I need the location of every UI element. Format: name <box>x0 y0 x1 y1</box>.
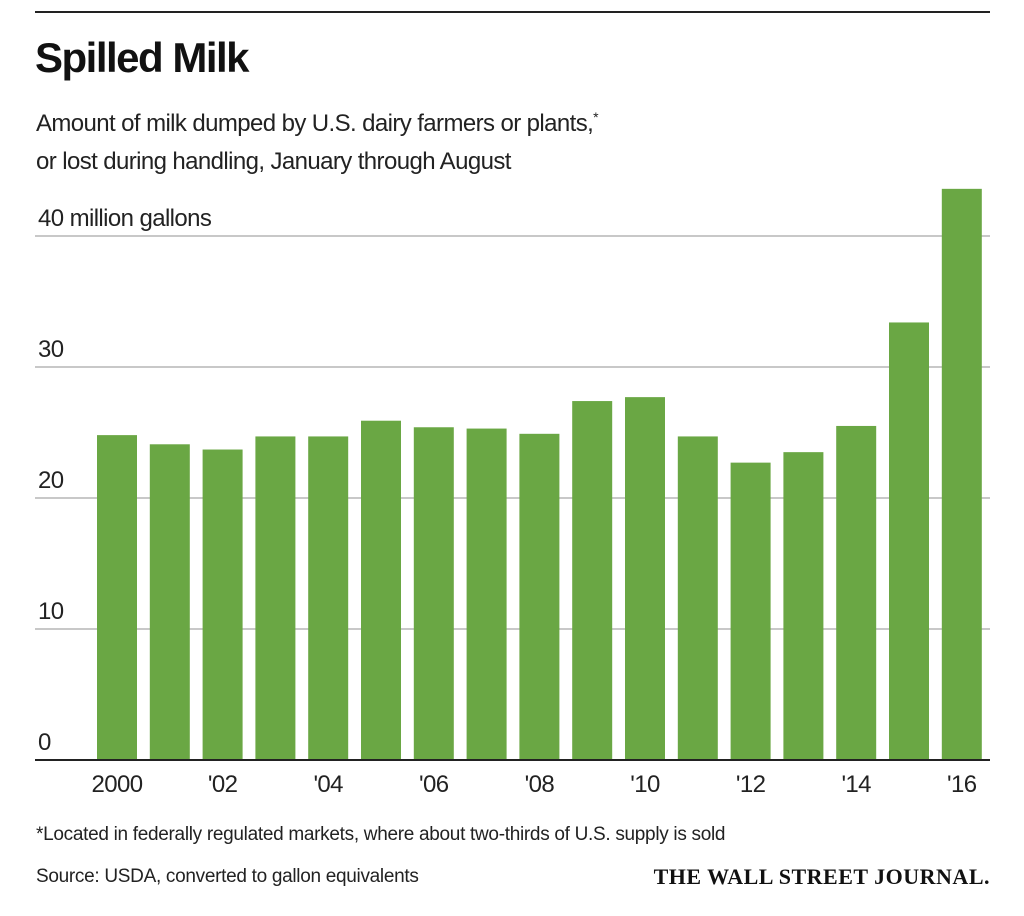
bar-2009 <box>572 401 613 760</box>
x-tick-label: '14 <box>841 771 871 798</box>
chart-title: Spilled Milk <box>35 34 250 81</box>
bar-2008 <box>519 433 560 760</box>
wsj-logo: THE WALL STREET JOURNAL. <box>653 864 990 889</box>
x-tick-label: 2000 <box>92 771 143 798</box>
bar-2003 <box>255 436 296 760</box>
x-tick-label: '02 <box>208 771 238 798</box>
x-tick-label: '10 <box>630 771 660 798</box>
bar-2015 <box>889 322 929 760</box>
x-tick-label: '16 <box>947 771 977 798</box>
bar-2012 <box>730 462 771 760</box>
y-tick-label: 0 <box>38 729 51 756</box>
x-tick-label: '08 <box>525 771 555 798</box>
bar-2011 <box>677 436 718 760</box>
bar-2001 <box>149 444 190 760</box>
y-tick-label: 30 <box>38 336 64 363</box>
x-tick-label: '12 <box>736 771 766 798</box>
y-tick-label: 20 <box>38 467 64 494</box>
bar-2007 <box>466 428 507 760</box>
bar-2013 <box>783 452 824 760</box>
bar-2016 <box>941 188 982 761</box>
x-tick-label: '04 <box>313 771 343 798</box>
chart-subtitle: Amount of milk dumped by U.S. dairy farm… <box>36 98 599 181</box>
top-rule <box>35 11 990 13</box>
source: Source: USDA, converted to gallon equiva… <box>36 866 419 887</box>
x-tick-label: '06 <box>419 771 449 798</box>
bar-2014 <box>836 425 877 760</box>
subtitle-marker: * <box>593 109 599 125</box>
bar-2000 <box>97 435 137 760</box>
subtitle-line1: Amount of milk dumped by U.S. dairy farm… <box>36 110 594 137</box>
bar-2005 <box>361 420 401 760</box>
y-tick-label: 10 <box>38 598 64 625</box>
footnote: *Located in federally regulated markets,… <box>36 824 726 845</box>
subtitle-line2: or lost during handling, January through… <box>36 148 511 175</box>
bar-2002 <box>202 449 243 760</box>
y-tick-label: 40 million gallons <box>38 205 212 232</box>
bar-2004 <box>308 436 349 760</box>
bar-2010 <box>625 397 665 760</box>
bar-2006 <box>413 427 454 760</box>
